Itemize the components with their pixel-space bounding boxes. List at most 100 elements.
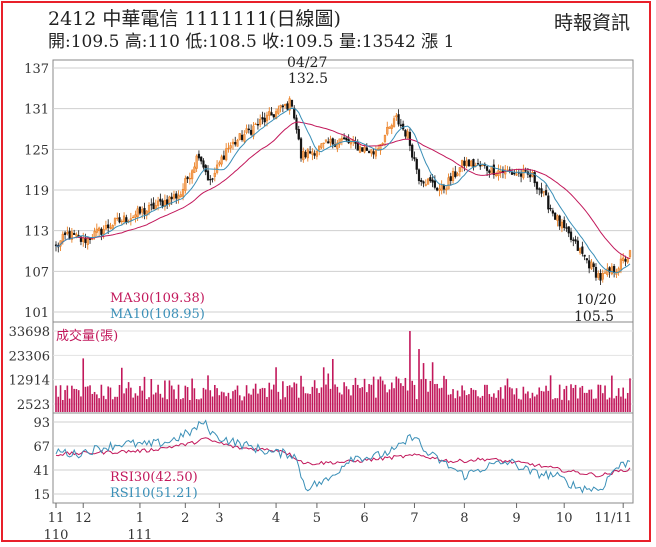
volume-bar (565, 385, 568, 412)
volume-bar (307, 393, 309, 412)
volume-bar (114, 396, 116, 412)
volume-bar (465, 395, 468, 412)
candle-body (465, 160, 468, 167)
high-value-label: 132.5 (288, 71, 328, 87)
x-tick-label: 11 (48, 511, 65, 526)
candle-body (200, 156, 203, 162)
candle-body (240, 134, 244, 140)
low-date-label: 10/20 (576, 292, 616, 308)
candle-body (481, 164, 484, 167)
volume-bar (415, 399, 418, 412)
candle-body (331, 138, 334, 145)
volume-bar (277, 391, 280, 412)
candle-body (388, 126, 391, 129)
candle-body (458, 167, 461, 173)
candle-body (229, 145, 232, 149)
volume-bar (486, 384, 488, 412)
candle-body (220, 156, 223, 165)
volume-bar (477, 396, 479, 412)
volume-bar (472, 389, 475, 412)
candle-body (120, 220, 123, 223)
volume-bar (259, 388, 261, 412)
candle-body (461, 160, 464, 168)
candle-body (558, 215, 561, 227)
volume-bar (468, 394, 470, 412)
volume-bar (377, 379, 379, 412)
candle-body (533, 172, 536, 184)
candle-body (168, 196, 171, 205)
candle-body (318, 145, 321, 150)
candle-body (420, 180, 423, 183)
candle-body (492, 164, 495, 175)
volume-bar (406, 390, 409, 412)
volume-bar (218, 395, 221, 412)
volume-bar (626, 392, 629, 412)
candle-body (542, 191, 545, 193)
price-summary: 開:109.5 高:110 低:108.5 收:109.5 量:13542 漲 … (48, 32, 455, 52)
candle-body (143, 207, 146, 215)
candle-body (556, 215, 559, 221)
candle-body (236, 140, 239, 147)
candle-body (304, 151, 307, 158)
volume-bar (622, 387, 624, 412)
volume-bar (75, 389, 78, 412)
volume-bar (624, 398, 627, 412)
candle-body (132, 216, 135, 219)
volume-bar (461, 385, 463, 412)
volume-bar (273, 384, 275, 412)
rsi-panel (52, 412, 634, 504)
volume-bar (320, 387, 323, 412)
candle-body (116, 217, 119, 220)
volume-bar (309, 393, 311, 412)
volume-bar (288, 385, 291, 412)
volume-bar (356, 384, 359, 412)
volume-bar (225, 396, 227, 412)
volume-bar (533, 396, 536, 412)
volume-bar (338, 392, 341, 412)
volume-bar (375, 397, 377, 412)
volume-bar (275, 367, 277, 412)
candle-body (338, 138, 341, 145)
rsi-tick-label: 41 (33, 464, 50, 479)
candle-body (315, 150, 319, 157)
volume-bar (159, 393, 162, 412)
volume-bar (236, 385, 239, 412)
candle-body (281, 105, 284, 108)
candle-body (156, 200, 160, 206)
candle-body (98, 227, 101, 232)
volume-bar (425, 378, 427, 412)
candle-body (100, 228, 103, 235)
x-tick-label: 10 (556, 511, 573, 526)
candle-body (488, 170, 491, 173)
candle-body (104, 225, 108, 230)
volume-bar (148, 397, 150, 412)
candle-body (320, 143, 323, 148)
volume-bar (204, 389, 207, 412)
candle-body (431, 179, 434, 183)
candle-body (392, 118, 396, 127)
volume-bar (270, 389, 273, 412)
volume-bar (343, 382, 345, 412)
candle-body (175, 193, 178, 199)
candle-body (181, 188, 185, 197)
high-date-label: 04/27 (287, 55, 327, 71)
candle-body (626, 258, 629, 263)
candle-body (202, 160, 205, 168)
volume-bar (241, 400, 243, 412)
volume-bar (257, 393, 259, 412)
candle-body (329, 139, 332, 143)
candle-body (606, 268, 609, 275)
volume-bar (445, 379, 448, 412)
volume-bar (572, 387, 575, 412)
volume-bar (370, 384, 373, 412)
volume-bar (529, 398, 531, 412)
volume-bar (440, 387, 443, 412)
volume-bar (393, 388, 395, 412)
volume-bar (291, 387, 293, 412)
candle-body (93, 230, 96, 238)
candle-body (429, 177, 432, 182)
candle-body (540, 188, 543, 194)
volume-bar (207, 375, 209, 412)
volume-bar (68, 398, 71, 412)
volume-bar (336, 386, 339, 412)
